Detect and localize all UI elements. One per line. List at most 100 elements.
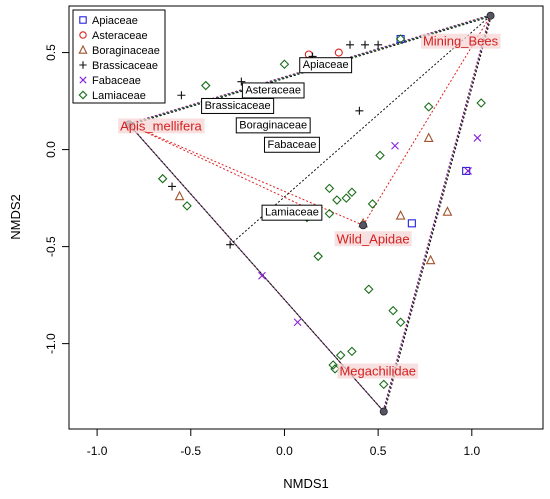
group-label: Apis_mellifera — [120, 118, 202, 133]
legend-marker — [79, 76, 87, 84]
fabaceae-point — [473, 134, 482, 142]
boraginaceae-point — [423, 132, 434, 142]
x-axis-label: NMDS1 — [283, 476, 329, 491]
legend-marker — [78, 90, 88, 100]
centroid-labels: Apiaceae Asteraceae Brassicaceae Boraginace… — [201, 57, 353, 221]
brassicaceae-point — [177, 91, 186, 100]
y-tick-label: -0.5 — [44, 236, 58, 257]
lamiaceae-point — [367, 199, 378, 209]
x-tick-label: 0.5 — [370, 444, 387, 458]
spider-line — [128, 123, 364, 226]
fabaceae-point — [293, 318, 302, 327]
legend-label: Asteraceae — [92, 30, 148, 42]
centroid-box — [299, 57, 353, 74]
lamiaceae-point — [200, 80, 211, 91]
legend-marker — [79, 61, 87, 69]
group-label-halo — [420, 33, 501, 49]
centroid-label: Apiaceae — [303, 59, 349, 71]
legend-marker — [78, 44, 88, 54]
y-axis-label: NMDS2 — [8, 194, 23, 240]
lamiaceae-point — [378, 379, 389, 390]
lamiaceae-point — [347, 346, 357, 357]
centroid-label: Asteraceae — [245, 84, 301, 96]
lamiaceae-point — [363, 284, 374, 295]
fabaceae-point — [391, 141, 399, 150]
lamiaceae-point — [375, 150, 385, 161]
group-label-halo — [118, 118, 205, 134]
centroid-box — [263, 136, 320, 153]
boraginaceae-point — [442, 206, 453, 216]
x-tick-label: 0.0 — [276, 444, 293, 458]
boraginaceae-point — [395, 210, 406, 220]
group-label-halo — [334, 231, 412, 247]
lamiaceae-point — [332, 195, 342, 205]
legend-label: Brassicaceae — [92, 60, 158, 72]
asteraceae-point — [334, 48, 343, 57]
boraginaceae-point — [425, 254, 436, 265]
group-point — [379, 407, 388, 416]
brassicaceae-point — [237, 77, 246, 86]
legend-marker — [79, 31, 87, 39]
lamiaceae-point — [157, 173, 168, 184]
apiaceae-point — [407, 219, 416, 228]
centroid-box — [235, 117, 311, 134]
legend-label: Fabaceae — [92, 75, 141, 87]
lamiaceae-point — [341, 193, 352, 203]
lamiaceae-point — [395, 34, 406, 44]
spider-line — [362, 15, 491, 226]
lamiaceae-point — [395, 317, 406, 328]
brassicaceae-point — [226, 240, 235, 249]
lamiaceae-point — [324, 208, 335, 219]
fabaceae-point — [464, 167, 472, 175]
centroid-label: Brassicaceae — [205, 100, 271, 112]
y-axis: -1.0 -0.5 0.0 0.5 — [44, 44, 70, 354]
legend-marker — [79, 16, 87, 24]
centroid-label: Fabaceae — [267, 139, 316, 151]
lamiaceae-point — [328, 360, 338, 370]
apiaceae-point — [462, 166, 471, 175]
brassicaceae-point — [374, 40, 383, 49]
group-point — [486, 11, 495, 20]
lamiaceae-point — [313, 251, 323, 262]
lamiaceae-point — [324, 183, 335, 194]
spider-line — [128, 123, 308, 209]
y-tick-label: 0.0 — [44, 141, 58, 158]
legend-label: Boraginaceae — [92, 45, 160, 57]
brassicaceae-point — [355, 106, 364, 115]
group-label-halo — [337, 363, 419, 379]
centroid-box — [261, 204, 323, 221]
x-tick-label: 1.0 — [463, 444, 480, 458]
hull-line — [383, 16, 492, 413]
lamiaceae-point — [423, 102, 434, 112]
group-label: Mining_Bees — [423, 34, 499, 49]
centroid-label: Boraginaceae — [239, 119, 307, 131]
brassicaceae-point — [346, 40, 355, 49]
lamiaceae-point — [476, 98, 486, 108]
legend-box — [72, 9, 166, 104]
centroid-box — [241, 82, 305, 99]
lamiaceae-point — [388, 305, 398, 316]
lamiaceae-point — [279, 59, 290, 69]
legend-label: Apiaceae — [92, 15, 138, 27]
group-label: Wild_Apidae — [337, 231, 410, 246]
x-tick-label: -0.5 — [180, 444, 201, 458]
legend-label: Lamiaceae — [92, 90, 146, 102]
group-point — [359, 221, 368, 230]
lamiaceae-point — [347, 187, 357, 198]
centroid-box — [201, 97, 275, 114]
brassicaceae-point — [361, 40, 370, 49]
group-labels: Mining_Bees Apis_mellifera Wild_Apidae Mega… — [118, 33, 501, 379]
group-label: Megachilidae — [339, 364, 416, 379]
x-tick-label: -1.0 — [87, 444, 108, 458]
y-tick-label: -1.0 — [44, 333, 58, 354]
x-axis: -1.0 -0.5 0.0 0.5 1.0 — [87, 428, 480, 458]
legend: Apiaceae Asteraceae Boraginaceae Brassicace… — [72, 9, 166, 104]
fabaceae-point — [258, 271, 266, 280]
y-tick-label: 0.5 — [44, 44, 58, 61]
lamiaceae-point — [335, 350, 346, 361]
lamiaceae-point — [182, 201, 192, 211]
boraginaceae-point — [174, 190, 185, 201]
centroid-label: Lamiaceae — [265, 207, 319, 219]
brassicaceae-point — [168, 182, 177, 191]
